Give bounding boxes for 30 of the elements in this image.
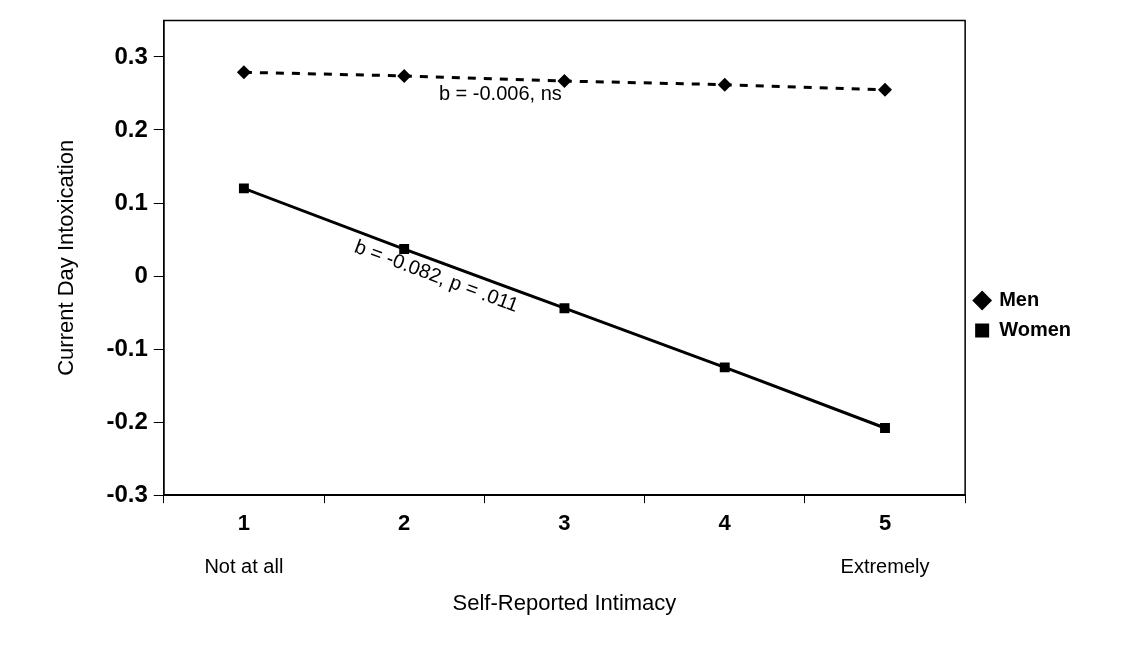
y-tick-label: 0 xyxy=(134,260,148,288)
point xyxy=(236,65,251,80)
point xyxy=(238,183,249,194)
point xyxy=(717,77,732,92)
point xyxy=(399,244,410,254)
point xyxy=(878,82,893,97)
annotation: b = -0.082, p = .011 xyxy=(351,234,522,317)
point xyxy=(719,362,730,373)
point xyxy=(880,423,890,433)
annotation: b = -0.006, ns xyxy=(438,81,562,104)
point xyxy=(559,303,570,314)
y-axis-title: Current Day Intoxication xyxy=(53,139,79,376)
x-tick-label: 5 xyxy=(878,510,892,536)
point xyxy=(557,74,572,89)
x-tick-label: 2 xyxy=(398,510,411,536)
point xyxy=(397,68,412,83)
y-tick-label: 0.2 xyxy=(114,114,148,142)
y-tick-label: 0.3 xyxy=(114,41,148,69)
text: Extremely xyxy=(840,554,930,577)
x-axis-title: Self-Reported Intimacy xyxy=(452,589,677,615)
x-tick-label: 3 xyxy=(558,510,571,536)
y-tick-label: -0.3 xyxy=(106,479,148,507)
y-tick-label: -0.2 xyxy=(106,406,148,434)
legend-label: Women xyxy=(999,318,1071,341)
legend-label: Men xyxy=(999,288,1040,311)
x-tick-label: 1 xyxy=(237,510,251,536)
x-tick-label: 4 xyxy=(718,510,732,536)
y-tick-label: 0.1 xyxy=(114,187,148,215)
text: Not at all xyxy=(204,554,284,577)
y-tick-label: -0.1 xyxy=(106,333,148,361)
